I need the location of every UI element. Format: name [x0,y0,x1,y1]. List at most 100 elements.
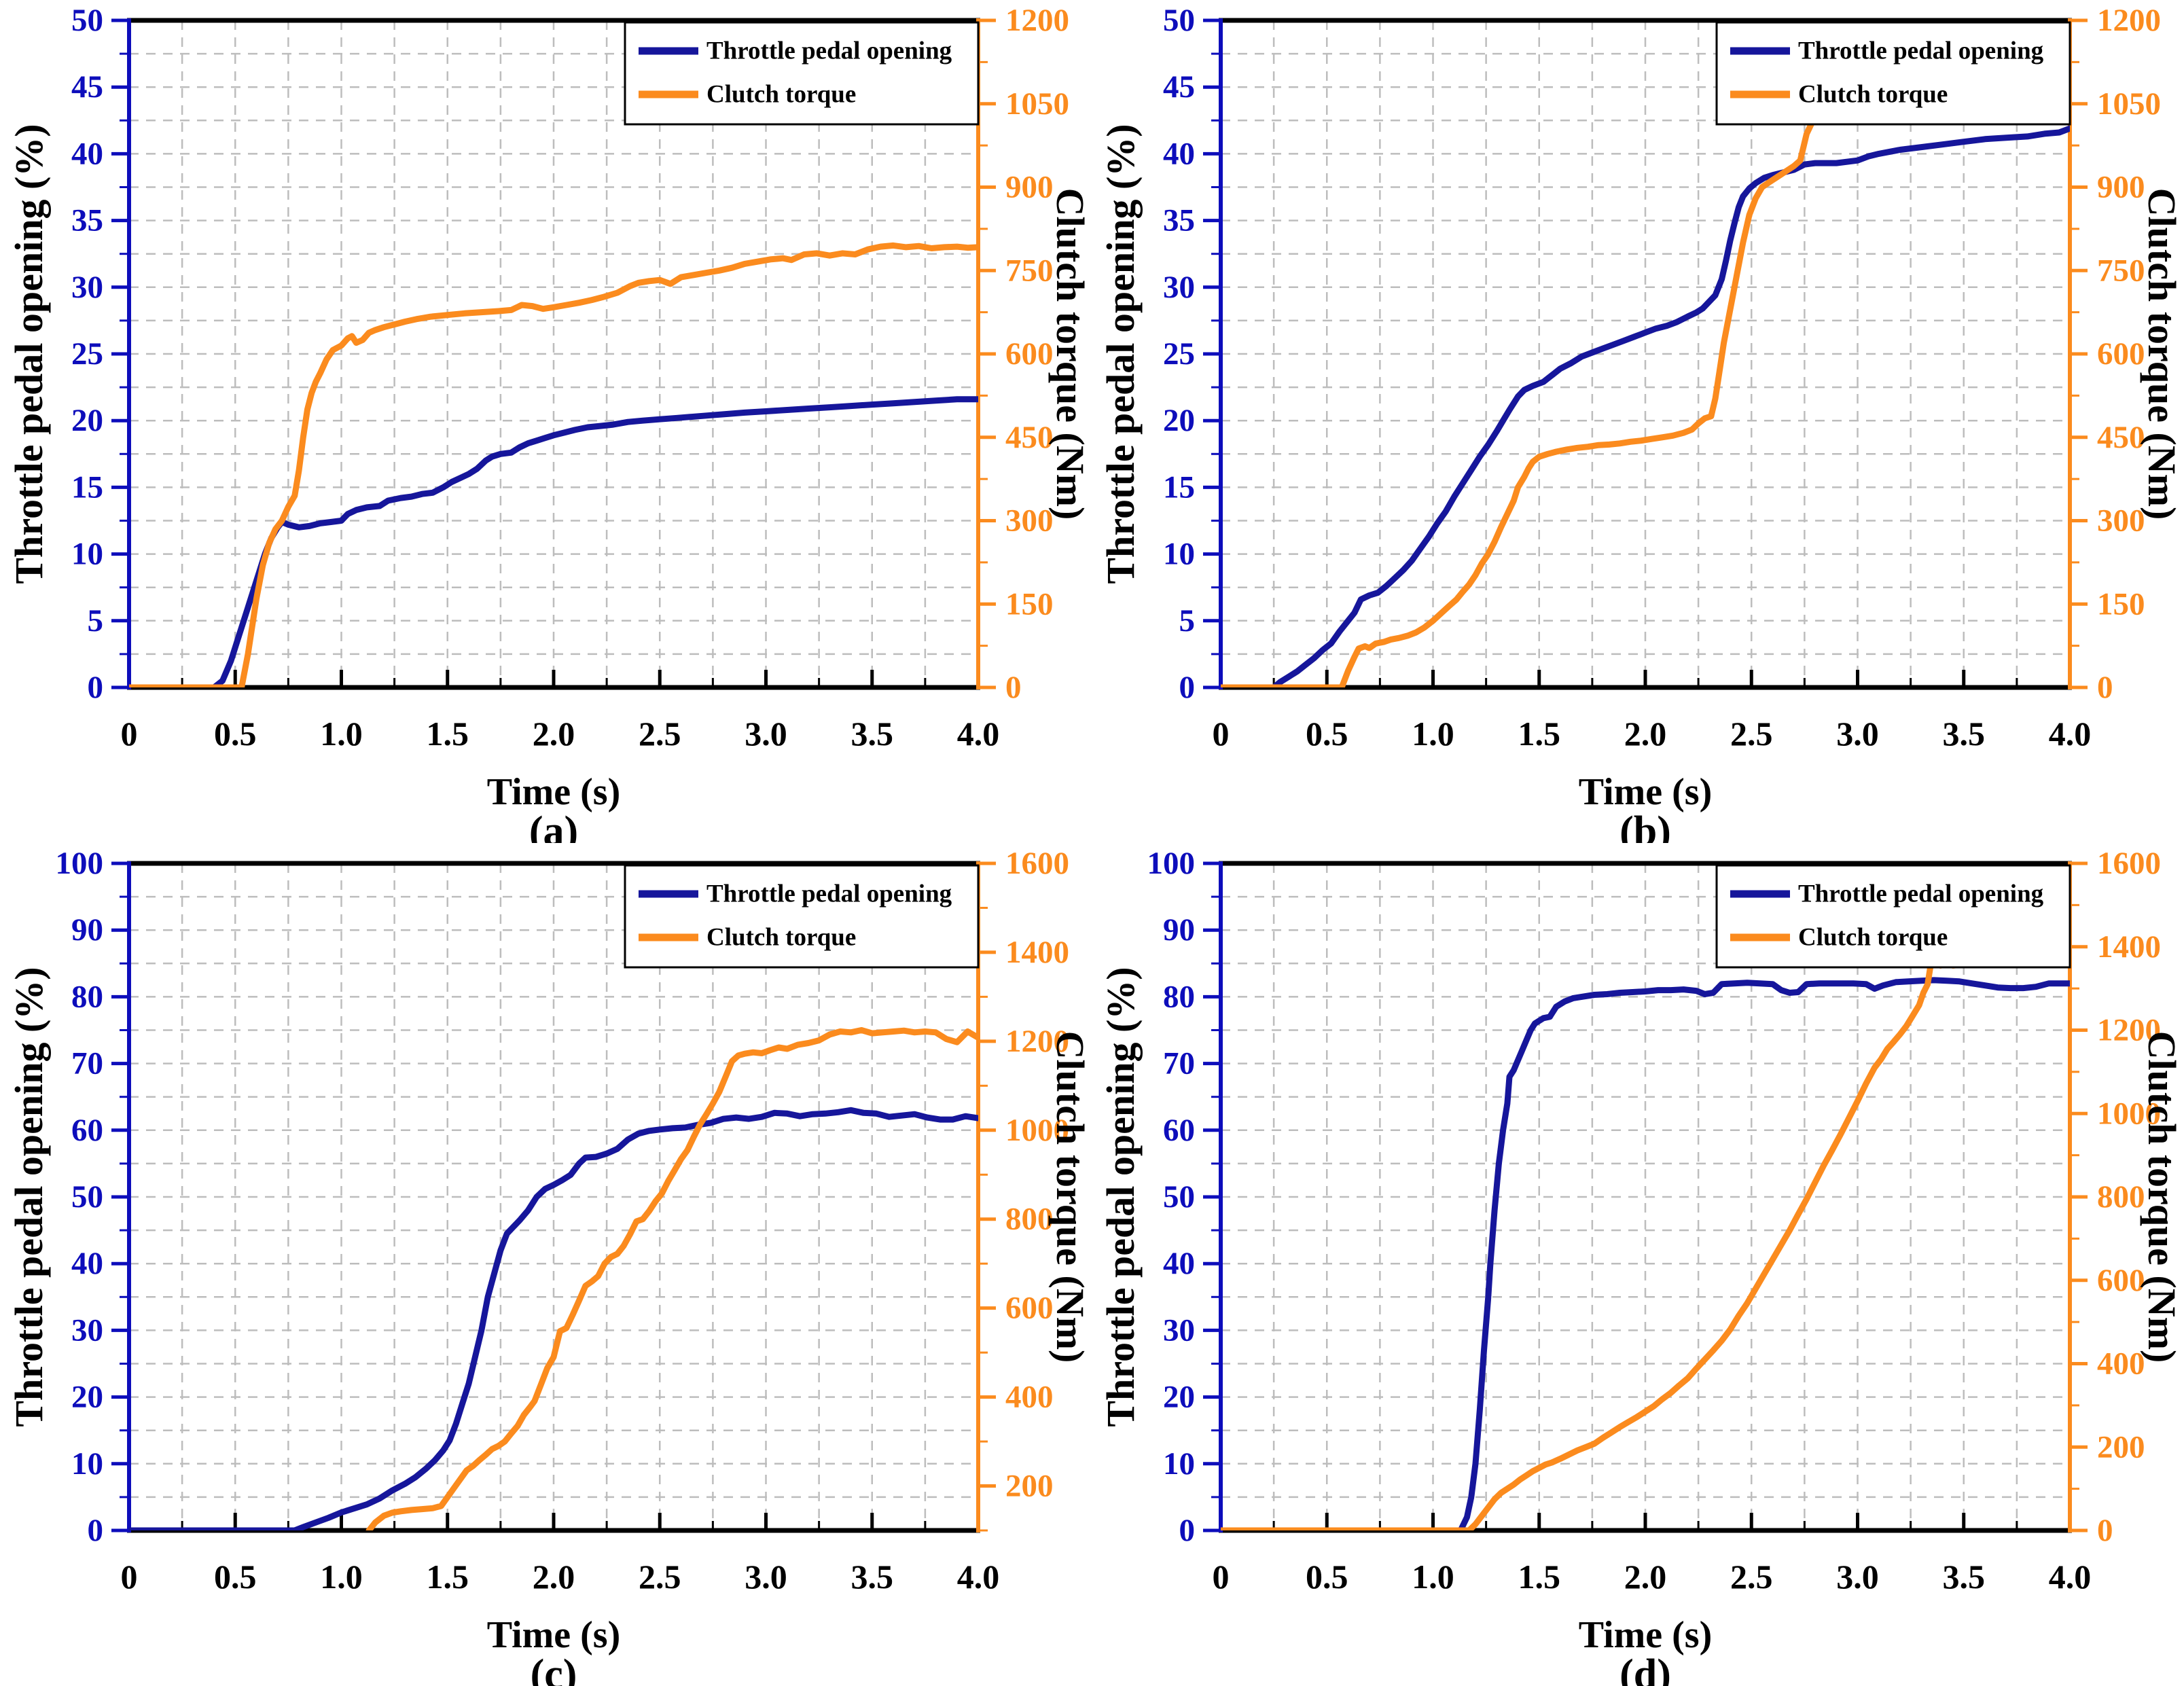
svg-text:60: 60 [71,1113,103,1148]
svg-text:1.0: 1.0 [1412,1558,1454,1596]
svg-text:900: 900 [2097,170,2145,205]
svg-text:600: 600 [1005,1291,1054,1326]
svg-text:1050: 1050 [2097,86,2161,122]
svg-text:25: 25 [71,336,103,372]
svg-text:80: 80 [71,979,103,1014]
svg-text:0: 0 [1005,670,1022,705]
legend-label-throttle: Throttle pedal opening [706,880,952,908]
svg-text:0: 0 [121,715,138,753]
curves-c [129,1027,978,1530]
axis-titles-c: Throttle pedal opening (%) Clutch torque … [7,967,1092,1686]
grid-d [1221,863,2070,1530]
svg-text:3.0: 3.0 [1836,1558,1879,1596]
svg-text:50: 50 [71,3,103,38]
svg-text:150: 150 [1005,586,1054,622]
left-axis-title: Throttle pedal opening (%) [1098,967,1143,1427]
svg-text:0: 0 [1179,1513,1196,1548]
svg-text:10: 10 [1163,537,1195,572]
svg-text:60: 60 [1163,1113,1195,1148]
legend-a: Throttle pedal opening Clutch torque [624,21,980,126]
legend-c: Throttle pedal opening Clutch torque [624,864,980,969]
ticks-c [111,861,996,1532]
left-axis-title: Throttle pedal opening (%) [7,967,51,1427]
svg-text:300: 300 [2097,503,2145,539]
svg-text:40: 40 [1163,136,1195,171]
svg-text:50: 50 [71,1179,103,1215]
svg-text:300: 300 [1005,503,1054,539]
svg-text:4.0: 4.0 [957,715,1000,753]
panel-c: 0 0.5 1.0 1.5 2.0 2.5 3.0 3.5 4.0 0 10 20 30 40 50 60 70… [0,843,1092,1686]
panel-caption: (c) [531,1651,577,1686]
svg-text:1.5: 1.5 [1518,715,1561,753]
svg-text:1.0: 1.0 [320,715,363,753]
svg-text:0: 0 [88,1513,104,1548]
legend-label-clutch: Clutch torque [706,924,856,952]
svg-text:0: 0 [121,1558,138,1596]
svg-text:0: 0 [2097,670,2113,705]
curves-a [129,242,978,687]
svg-text:45: 45 [71,69,103,105]
series-throttle-c [129,1107,978,1530]
svg-text:5: 5 [88,603,104,639]
svg-text:0.5: 0.5 [214,715,257,753]
svg-text:1000: 1000 [1005,1113,1069,1148]
panel-d-chart: 0 0.5 1.0 1.5 2.0 2.5 3.0 3.5 4.0010203040506070… [1098,846,2183,1686]
svg-text:40: 40 [71,1246,103,1281]
svg-text:10: 10 [1163,1446,1195,1482]
svg-text:400: 400 [1005,1380,1054,1415]
panel-c-chart: 0 0.5 1.0 1.5 2.0 2.5 3.0 3.5 4.0 0 10 20 30 40 50 60 70… [7,846,1092,1686]
svg-text:30: 30 [1163,270,1195,305]
svg-text:1.0: 1.0 [320,1558,363,1596]
svg-text:1600: 1600 [2097,846,2161,881]
svg-text:1000: 1000 [2097,1096,2161,1131]
svg-text:0: 0 [1213,715,1230,753]
svg-text:35: 35 [71,203,103,238]
tick-labels-b: 0 0.5 1.0 1.5 2.0 2.5 3.0 3.5 4.0051015202530354… [1163,3,2161,753]
svg-text:25: 25 [1163,336,1195,372]
panel-a-chart: 0 0.5 1.0 1.5 2.0 2.5 3.0 3.5 4.0051015202530354… [7,3,1092,843]
svg-text:2.0: 2.0 [1624,1558,1667,1596]
svg-text:0.5: 0.5 [1306,1558,1348,1596]
svg-text:5: 5 [1179,603,1196,639]
svg-text:1400: 1400 [2097,929,2161,965]
svg-text:35: 35 [1163,203,1195,238]
svg-text:90: 90 [1163,912,1195,948]
svg-text:1200: 1200 [2097,1013,2161,1048]
svg-text:50: 50 [1163,3,1195,38]
right-axis-title: Clutch torque (Nm) [2140,188,2183,520]
svg-text:3.5: 3.5 [1943,1558,1986,1596]
legend-label-clutch: Clutch torque [1798,81,1948,109]
svg-text:0: 0 [1179,670,1196,705]
svg-text:3.5: 3.5 [851,1558,894,1596]
svg-text:10: 10 [71,1446,103,1482]
svg-text:4.0: 4.0 [957,1558,1000,1596]
svg-text:40: 40 [71,136,103,171]
svg-text:450: 450 [1005,420,1054,455]
x-axis-title: Time (s) [487,1614,621,1656]
right-axis-title: Clutch torque (Nm) [1048,1031,1092,1363]
svg-text:750: 750 [1005,253,1054,288]
svg-text:0: 0 [88,670,104,705]
svg-text:0: 0 [1213,1558,1230,1596]
legend-label-clutch: Clutch torque [1798,924,1948,952]
svg-text:1200: 1200 [2097,3,2161,38]
panel-a: 0 0.5 1.0 1.5 2.0 2.5 3.0 3.5 4.0 0 5 10 15 20 25 30 35 4… [0,0,1092,843]
panel-caption: (d) [1619,1651,1671,1686]
svg-text:200: 200 [2097,1429,2145,1465]
svg-text:30: 30 [71,1312,103,1348]
svg-text:0: 0 [2097,1513,2113,1548]
svg-text:70: 70 [71,1046,103,1081]
svg-text:3.0: 3.0 [745,715,787,753]
left-axis-title: Throttle pedal opening (%) [1098,124,1143,584]
svg-text:2.5: 2.5 [639,1558,681,1596]
svg-text:20: 20 [1163,1380,1195,1415]
svg-text:600: 600 [2097,1263,2145,1298]
right-axis-title: Clutch torque (Nm) [1048,188,1092,520]
svg-text:750: 750 [2097,253,2145,288]
svg-text:30: 30 [71,270,103,305]
tick-labels-d: 0 0.5 1.0 1.5 2.0 2.5 3.0 3.5 4.0010203040506070… [1147,846,2162,1596]
svg-text:15: 15 [71,469,103,505]
svg-text:15: 15 [1163,469,1195,505]
legend-label-throttle: Throttle pedal opening [1798,880,2044,908]
